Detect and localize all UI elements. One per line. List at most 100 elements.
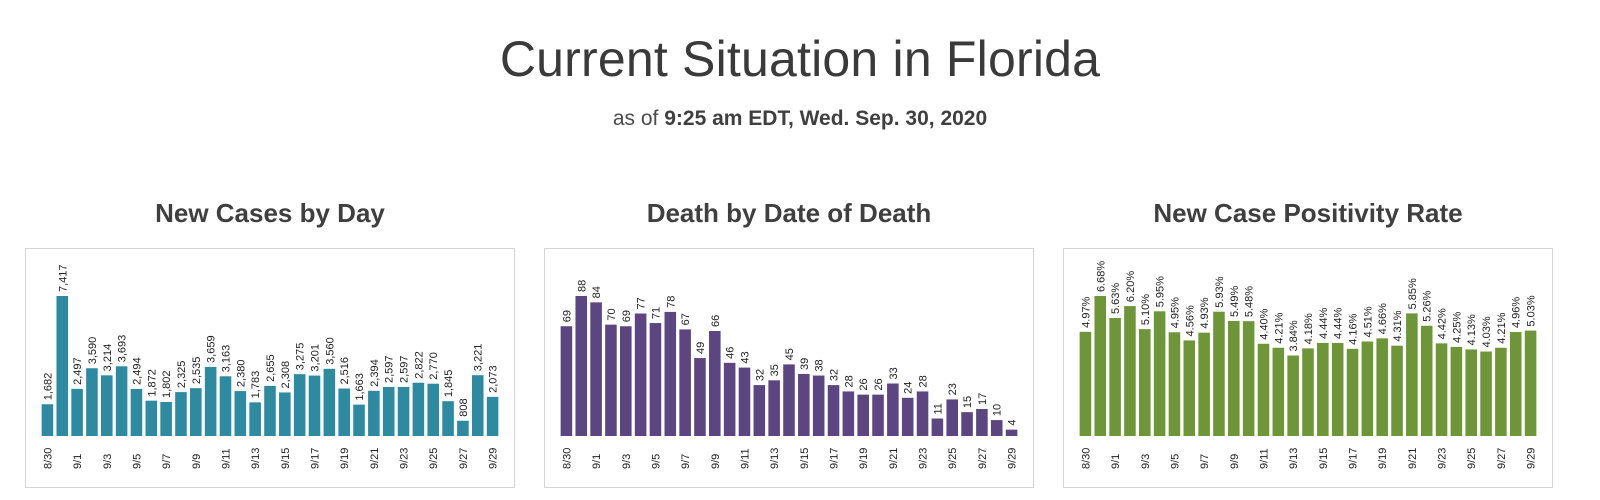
new-cases-bar xyxy=(86,368,98,436)
positivity-bar xyxy=(1272,347,1285,436)
new-cases-x-tick-label: 9/17 xyxy=(310,448,322,469)
new-cases-data-label: 2,073 xyxy=(488,365,500,393)
new-cases-bar xyxy=(115,366,128,436)
deaths-data-label: 69 xyxy=(561,310,573,322)
deaths-data-label: 43 xyxy=(739,351,751,363)
new-cases-bar xyxy=(71,388,83,436)
positivity-x-tick-label: 9/3 xyxy=(1140,454,1152,469)
positivity-data-label: 5.93% xyxy=(1214,276,1226,307)
deaths-bar xyxy=(842,391,855,436)
new-cases-bar xyxy=(353,404,365,436)
positivity-bar xyxy=(1198,332,1210,436)
positivity-bar xyxy=(1228,320,1240,436)
deaths-data-label: 23 xyxy=(947,383,959,395)
positivity-bar xyxy=(1317,342,1329,436)
new-cases-x-tick-label: 9/19 xyxy=(339,448,351,469)
deaths-x-tick-label: 9/23 xyxy=(918,448,930,469)
positivity-bar xyxy=(1124,306,1136,436)
new-cases-bar xyxy=(175,392,187,436)
new-cases-x-tick-label: 9/13 xyxy=(250,448,262,469)
deaths-data-label: 88 xyxy=(576,280,588,292)
new-cases-chart-title: New Cases by Day xyxy=(155,198,385,228)
deaths-chart: 69 88 84 70 69 77 71 78 67 49 66 46 43 32 35 45 39 38 32 28… xyxy=(544,248,1034,488)
new-cases-bar xyxy=(130,388,143,436)
deaths-x-tick-label: 9/29 xyxy=(1007,448,1019,469)
deaths-bar xyxy=(916,391,929,436)
deaths-data-label: 15 xyxy=(962,396,974,408)
new-cases-x-tick-label: 9/1 xyxy=(72,454,84,469)
new-cases-data-label: 3,560 xyxy=(324,337,336,365)
deaths-data-label: 17 xyxy=(977,393,989,405)
positivity-chart: 4.97% 6.68% 5.63% 6.20% 5.10% 5.95% 4.95% 4.56%… xyxy=(1063,248,1553,488)
new-cases-data-label: 2,494 xyxy=(131,357,143,385)
deaths-bar xyxy=(649,323,662,436)
positivity-x-tick-label: 9/27 xyxy=(1496,448,1508,469)
new-cases-x-tick-label: 9/21 xyxy=(369,448,381,469)
new-cases-chart: 1,682 7,417 2,497 3,590 3,214 3,693 2,494 1,872… xyxy=(25,248,515,488)
new-cases-bar xyxy=(264,385,276,436)
new-cases-bar xyxy=(382,386,395,436)
new-cases-x-tick-label: 8/30 xyxy=(42,448,54,469)
positivity-data-label: 4.13% xyxy=(1466,314,1478,345)
deaths-data-label: 71 xyxy=(650,307,662,319)
new-cases-data-label: 2,380 xyxy=(235,360,247,388)
deaths-bar xyxy=(798,373,810,436)
deaths-chart-title: Death by Date of Death xyxy=(646,198,932,228)
new-cases-bar xyxy=(56,296,69,436)
new-cases-x-tick-label: 9/23 xyxy=(399,448,411,469)
new-cases-data-label: 2,516 xyxy=(339,357,351,385)
positivity-data-label: 3.84% xyxy=(1288,320,1300,351)
new-cases-x-tick-label: 9/3 xyxy=(102,454,114,469)
deaths-data-label: 77 xyxy=(636,297,648,309)
positivity-data-label: 5.63% xyxy=(1110,283,1122,314)
new-cases-bar xyxy=(234,391,247,436)
new-cases-bar xyxy=(338,388,350,436)
positivity-data-label: 5.48% xyxy=(1244,286,1256,317)
deaths-bar xyxy=(783,364,795,436)
deaths-x-tick-label: 9/21 xyxy=(888,448,900,469)
new-cases-data-label: 7,417 xyxy=(57,264,69,292)
new-cases-data-label: 3,659 xyxy=(206,335,218,363)
deaths-x-tick-label: 9/27 xyxy=(977,448,989,469)
new-cases-data-label: 2,394 xyxy=(369,359,381,387)
deaths-x-tick-label: 8/30 xyxy=(561,448,573,469)
positivity-x-tick-label: 9/21 xyxy=(1407,448,1419,469)
deaths-data-label: 49 xyxy=(695,342,707,354)
positivity-data-label: 4.03% xyxy=(1481,316,1493,347)
deaths-data-label: 24 xyxy=(903,382,915,394)
new-cases-bar xyxy=(249,402,261,436)
new-cases-data-label: 3,275 xyxy=(295,343,307,371)
new-cases-bar xyxy=(368,390,380,436)
deaths-data-label: 70 xyxy=(606,308,618,320)
deaths-bar xyxy=(961,412,973,436)
deaths-data-label: 10 xyxy=(992,404,1004,416)
positivity-data-label: 5.03% xyxy=(1526,295,1538,326)
positivity-data-label: 4.21% xyxy=(1496,312,1508,343)
positivity-bar xyxy=(1495,347,1507,436)
deaths-bar xyxy=(590,302,602,436)
deaths-bar xyxy=(605,324,617,436)
deaths-data-label: 38 xyxy=(814,359,826,371)
new-cases-data-label: 2,325 xyxy=(176,361,188,389)
deaths-bar xyxy=(560,326,573,436)
new-cases-data-label: 2,497 xyxy=(72,357,84,385)
positivity-bar xyxy=(1242,321,1255,436)
new-cases-x-tick-label: 9/15 xyxy=(280,448,292,469)
new-cases-bar xyxy=(100,375,113,436)
deaths-bar xyxy=(812,375,825,436)
positivity-x-tick-label: 9/23 xyxy=(1437,448,1449,469)
deaths-bar xyxy=(709,331,721,436)
positivity-bar xyxy=(1509,332,1522,436)
positivity-bar xyxy=(1480,351,1492,436)
deaths-bar xyxy=(768,380,780,436)
deaths-bar xyxy=(694,358,706,436)
positivity-bar xyxy=(1153,311,1166,436)
deaths-data-label: 35 xyxy=(769,364,781,376)
positivity-bar xyxy=(1331,342,1344,436)
positivity-data-label: 4.42% xyxy=(1437,308,1449,339)
deaths-data-label: 45 xyxy=(784,348,796,360)
new-cases-data-label: 1,802 xyxy=(161,370,173,398)
deaths-x-tick-label: 9/19 xyxy=(858,448,870,469)
positivity-bar xyxy=(1302,348,1314,436)
